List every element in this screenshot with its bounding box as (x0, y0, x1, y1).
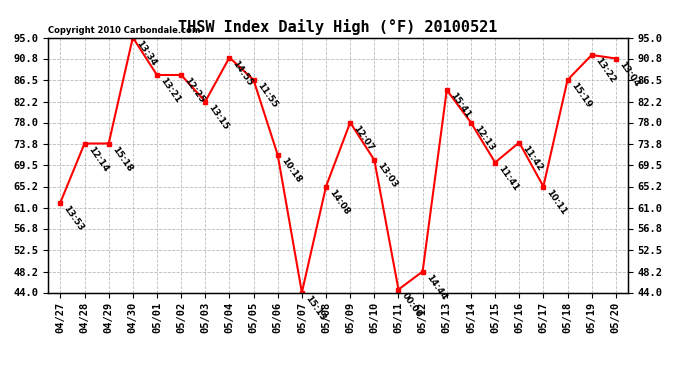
Text: 00:00: 00:00 (400, 291, 424, 319)
Text: 13:22: 13:22 (593, 56, 617, 85)
Text: 12:07: 12:07 (352, 124, 375, 153)
Text: 13:03: 13:03 (376, 161, 400, 190)
Text: 14:08: 14:08 (328, 188, 351, 216)
Text: 13:04: 13:04 (618, 60, 641, 88)
Text: 10:11: 10:11 (545, 188, 569, 216)
Text: 11:41: 11:41 (497, 164, 520, 193)
Text: 15:18: 15:18 (110, 145, 134, 174)
Text: 14:55: 14:55 (231, 59, 255, 88)
Text: 15:41: 15:41 (448, 92, 472, 120)
Text: 12:13: 12:13 (473, 124, 496, 153)
Text: 11:42: 11:42 (521, 144, 544, 172)
Text: Copyright 2010 Carbondale.com: Copyright 2010 Carbondale.com (48, 26, 201, 35)
Text: 10:18: 10:18 (279, 156, 303, 185)
Text: 14:44: 14:44 (424, 273, 448, 302)
Text: 13:15: 13:15 (207, 103, 230, 132)
Text: 12:14: 12:14 (86, 145, 110, 174)
Text: 13:34: 13:34 (135, 39, 158, 68)
Text: 13:53: 13:53 (62, 204, 86, 232)
Text: 15:13: 15:13 (304, 294, 327, 322)
Text: 12:25: 12:25 (183, 76, 206, 105)
Text: 11:55: 11:55 (255, 81, 279, 110)
Text: 13:21: 13:21 (159, 76, 182, 105)
Text: 15:19: 15:19 (569, 81, 593, 110)
Title: THSW Index Daily High (°F) 20100521: THSW Index Daily High (°F) 20100521 (179, 19, 497, 35)
